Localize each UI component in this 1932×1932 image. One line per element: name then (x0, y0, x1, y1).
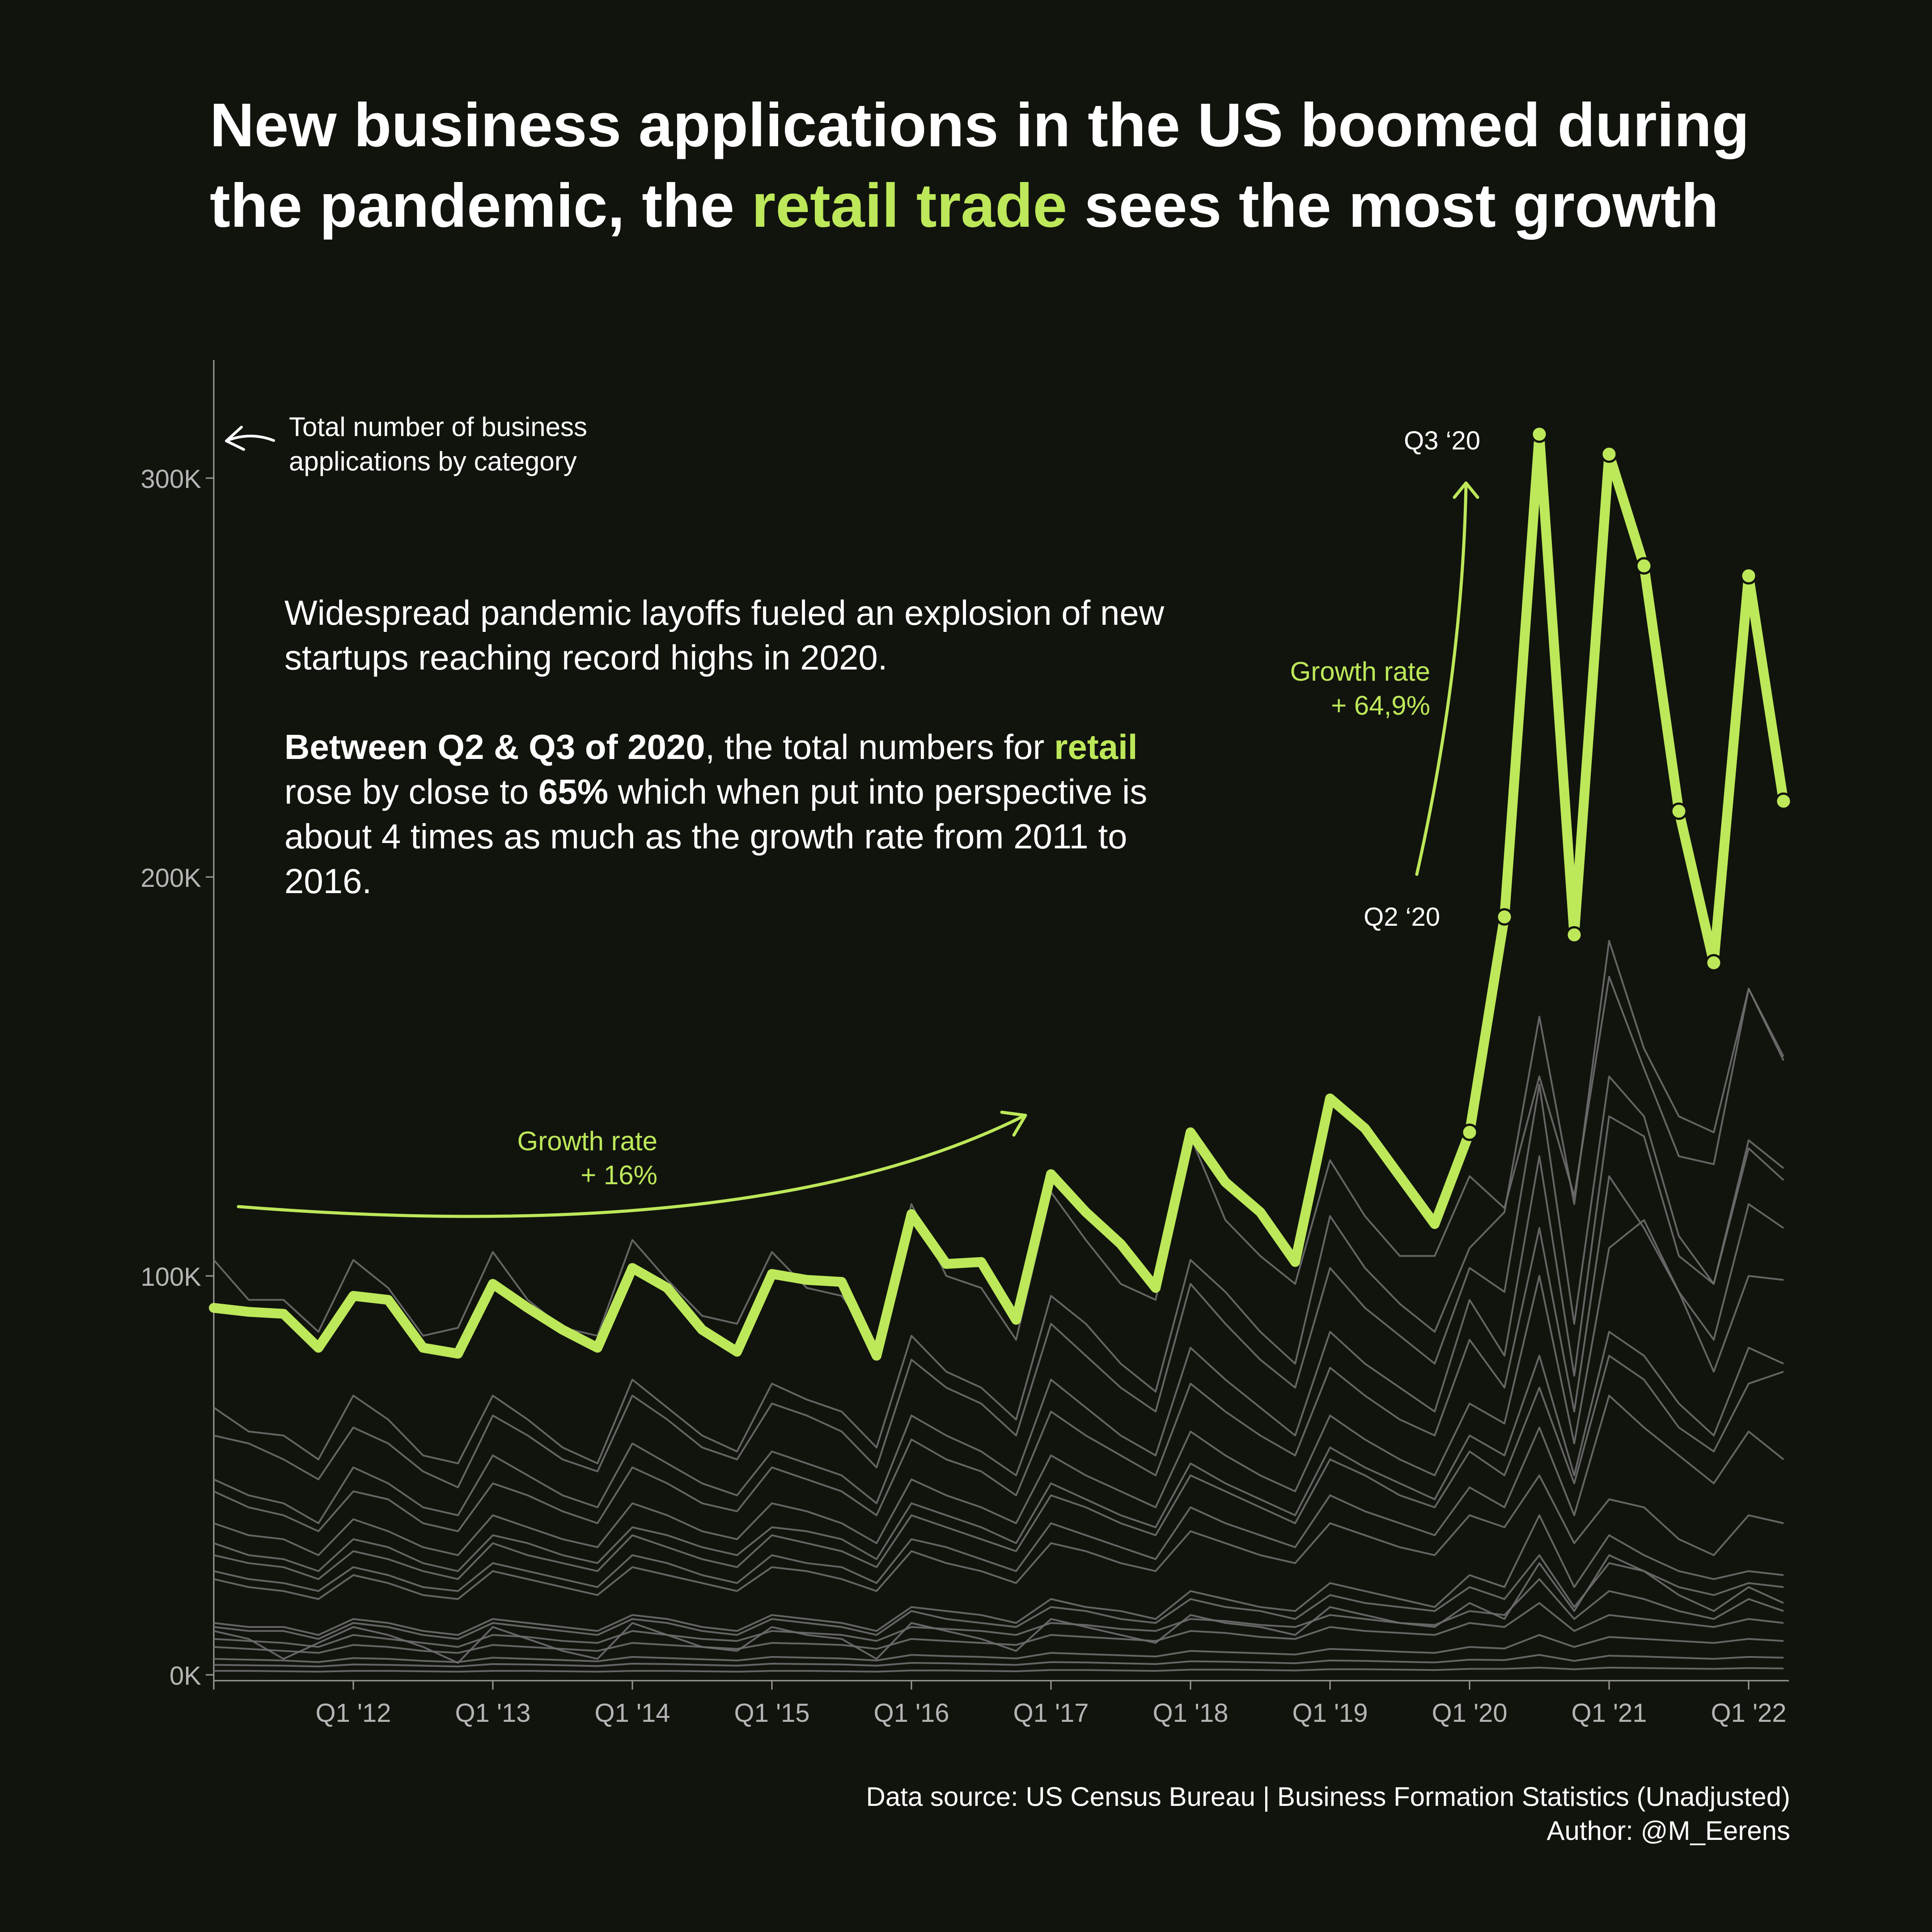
x-tick-label: Q1 '21 (1571, 1699, 1647, 1728)
chart-title: New business applications in the US boom… (210, 85, 1775, 246)
category-series-line (213, 1554, 1784, 1640)
retail-trade-line-group: Q2 ‘20 Q3 ‘20 (209, 425, 1792, 1361)
story-paragraph-2: Between Q2 & Q3 of 2020, the total numbe… (284, 724, 1179, 903)
footer: Data source: US Census Bureau | Business… (866, 1780, 1790, 1848)
category-series-line (213, 1578, 1784, 1648)
growth-2011-label-2: + 16% (580, 1160, 657, 1190)
growth-2011-label-1: Growth rate (517, 1126, 657, 1156)
category-series-line (213, 1554, 1784, 1664)
y-tick-label: 0K (169, 1661, 201, 1690)
y-tick-label: 100K (141, 1263, 202, 1292)
retail-data-point (1530, 425, 1548, 443)
growth-2020-label-2: + 64,9% (1331, 691, 1430, 720)
story-text: Widespread pandemic layoffs fueled an ex… (284, 590, 1179, 948)
title-part-2: sees the most growth (1067, 171, 1719, 240)
x-tick-label: Q1 '12 (315, 1699, 391, 1728)
growth-2020-label-1: Growth rate (1290, 657, 1430, 686)
chart-axes: 0K 100K 200K 300K Q1 '12 Q1 '13 Q1 '14 Q1 '15 Q1… (141, 360, 1789, 1728)
retail-data-point (1635, 557, 1653, 575)
retail-data-point (1670, 802, 1688, 820)
growth-2011-arrowhead-icon (1000, 1110, 1027, 1137)
growth-2020-arrowhead-icon (1453, 481, 1479, 499)
story-retail-highlight: retail (1054, 727, 1138, 767)
x-tick-label: Q1 '13 (455, 1699, 530, 1728)
category-series-line (213, 1115, 1784, 1524)
x-tick-label: Q1 '19 (1292, 1699, 1368, 1728)
x-tick-label: Q1 '22 (1711, 1699, 1786, 1728)
data-source: Data source: US Census Bureau | Business… (866, 1782, 1790, 1812)
category-series-line (213, 1076, 1784, 1488)
category-series-line (213, 1514, 1784, 1636)
title-part-1: New business applications in the US boom… (210, 91, 1750, 240)
retail-data-point (1565, 926, 1583, 944)
legend-note-line-2: applications by category (289, 446, 577, 476)
q2-2020-label: Q2 ‘20 (1364, 902, 1440, 932)
category-series-line (213, 1355, 1784, 1580)
retail-trade-series-line (209, 429, 1788, 1361)
author: Author: @M_Eerens (1546, 1816, 1790, 1846)
category-series-line (214, 1666, 1784, 1673)
retail-data-point (1775, 792, 1792, 810)
y-tick-label: 200K (141, 864, 202, 893)
category-series-line (213, 1634, 1784, 1663)
retail-data-point (1705, 954, 1723, 972)
x-tick-label: Q1 '20 (1432, 1699, 1507, 1728)
retail-data-point (1496, 908, 1513, 926)
x-tick-label: Q1 '17 (1013, 1699, 1089, 1728)
growth-2020-arrow-icon (1415, 483, 1468, 876)
x-tick-label: Q1 '14 (594, 1699, 670, 1728)
title-highlight: retail trade (751, 171, 1068, 240)
retail-data-point (1740, 567, 1758, 585)
category-series-line (213, 940, 1784, 1465)
growth-2011-arrow-icon (237, 1114, 1026, 1218)
category-series-line (213, 1175, 1784, 1532)
category-series-line (213, 976, 1784, 1345)
story-text-b: rose by close to (284, 772, 538, 811)
chart-annotations: Total number of business applications by… (225, 412, 1479, 1218)
legend-note-arrowhead-icon (225, 426, 245, 451)
category-series-line (213, 1474, 1784, 1600)
story-bold-percent: 65% (538, 772, 609, 811)
story-text-c: which when put into perspective is about… (284, 772, 1148, 901)
story-paragraph-1: Widespread pandemic layoffs fueled an ex… (284, 593, 1165, 677)
q3-2020-label: Q3 ‘20 (1404, 426, 1480, 455)
retail-data-point (1461, 1123, 1479, 1141)
category-series-line (213, 1330, 1784, 1572)
retail-data-point (1600, 445, 1618, 463)
category-series-line (213, 1219, 1784, 1556)
category-series-line (213, 1394, 1784, 1592)
other-category-lines (213, 940, 1784, 1673)
x-tick-label: Q1 '16 (873, 1699, 949, 1728)
category-series-line (213, 1654, 1784, 1668)
legend-note-arrow-icon (226, 435, 275, 442)
legend-note-line-1: Total number of business (289, 412, 587, 442)
x-tick-label: Q1 '18 (1152, 1699, 1228, 1728)
story-text-a: , the total numbers for (705, 727, 1055, 767)
x-tick-label: Q1 '15 (734, 1699, 809, 1728)
category-series-line (213, 1602, 1784, 1654)
y-tick-label: 300K (141, 465, 202, 494)
story-bold-period: Between Q2 & Q3 of 2020 (284, 727, 705, 767)
